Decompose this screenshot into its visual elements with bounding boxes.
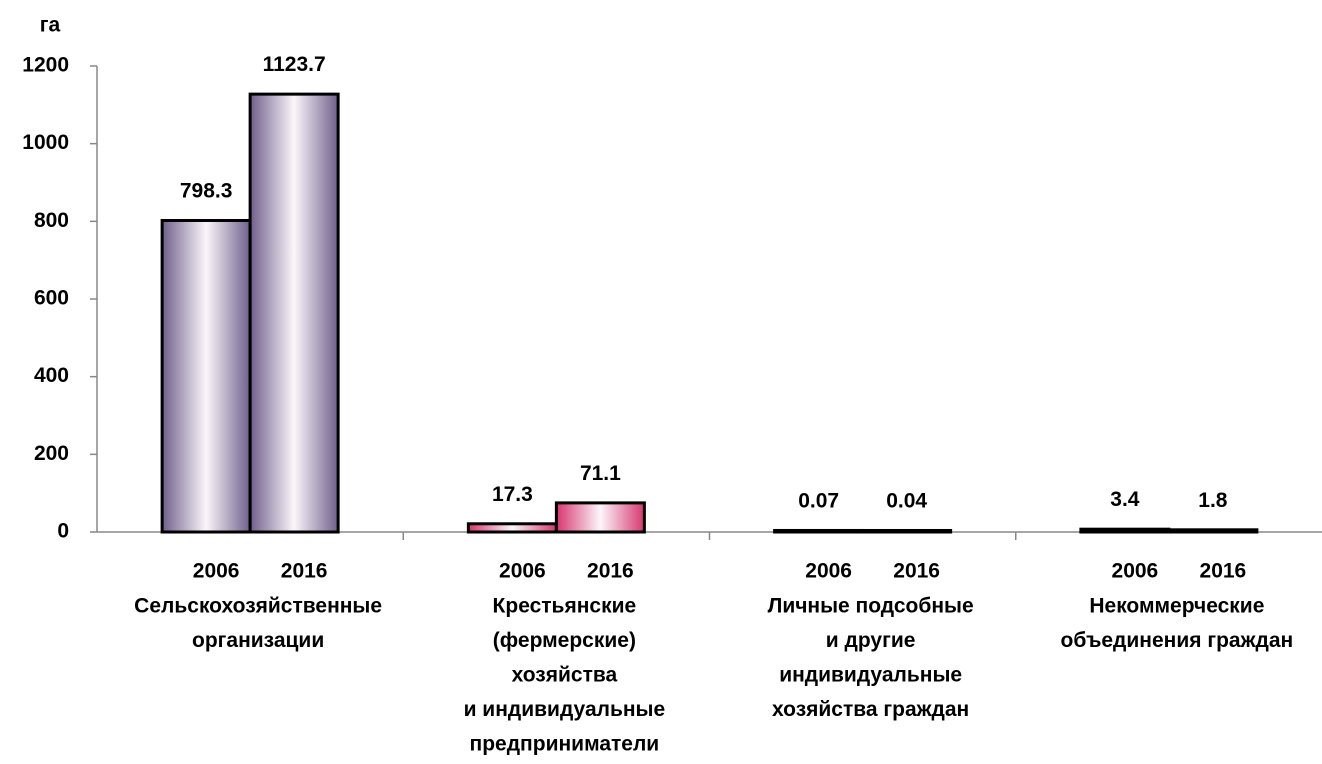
value-label: 1.8 (1198, 489, 1228, 512)
series-year-label: 2016 (587, 560, 634, 583)
y-tick-label: 800 (34, 209, 69, 232)
x-category-label: и индивидуальные (464, 698, 666, 721)
value-label: 0.07 (798, 490, 839, 513)
y-tick-label: 0 (57, 520, 69, 543)
x-category-label: организации (192, 629, 324, 652)
bar (1167, 528, 1259, 534)
x-category-label: хозяйства граждан (772, 698, 969, 721)
series-year-label: 2006 (193, 560, 240, 583)
x-category-label: предприниматели (470, 733, 660, 756)
bar (248, 92, 340, 534)
x-category-label: Крестьянские (493, 595, 637, 618)
x-category-label: Некоммерческие (1089, 595, 1264, 618)
value-label: 71.1 (580, 462, 621, 485)
x-category-label: индивидуальные (779, 664, 962, 687)
x-category-label: объединения граждан (1061, 629, 1294, 652)
bar (1079, 527, 1171, 534)
series-year-label: 2006 (1112, 560, 1159, 583)
value-label: 17.3 (492, 483, 533, 506)
y-tick-label: 600 (34, 287, 69, 310)
bar (160, 218, 252, 534)
bar (466, 522, 558, 534)
x-category-label: хозяйства (512, 664, 618, 687)
series-year-label: 2016 (281, 560, 328, 583)
value-label: 0.04 (886, 490, 927, 513)
x-category-label: Личные подсобные (768, 595, 974, 618)
series-year-label: 2016 (1200, 560, 1247, 583)
bar (554, 501, 646, 534)
y-tick-label: 200 (34, 442, 69, 465)
value-label: 1123.7 (263, 53, 326, 76)
y-tick-label: 1200 (22, 54, 69, 77)
series-year-label: 2006 (499, 560, 546, 583)
x-category-label: (фермерские) (493, 629, 636, 652)
x-category-label: и другие (826, 629, 916, 652)
value-label: 3.4 (1110, 488, 1140, 511)
y-tick-label: 400 (34, 364, 69, 387)
bar (861, 528, 953, 534)
y-axis-label: га (40, 14, 61, 37)
y-tick-label: 1000 (22, 131, 69, 154)
bar (773, 528, 865, 534)
x-category-label: Сельскохозяйственные (134, 595, 382, 618)
series-year-label: 2016 (893, 560, 940, 583)
value-label: 798.3 (180, 180, 233, 203)
series-year-label: 2006 (805, 560, 852, 583)
